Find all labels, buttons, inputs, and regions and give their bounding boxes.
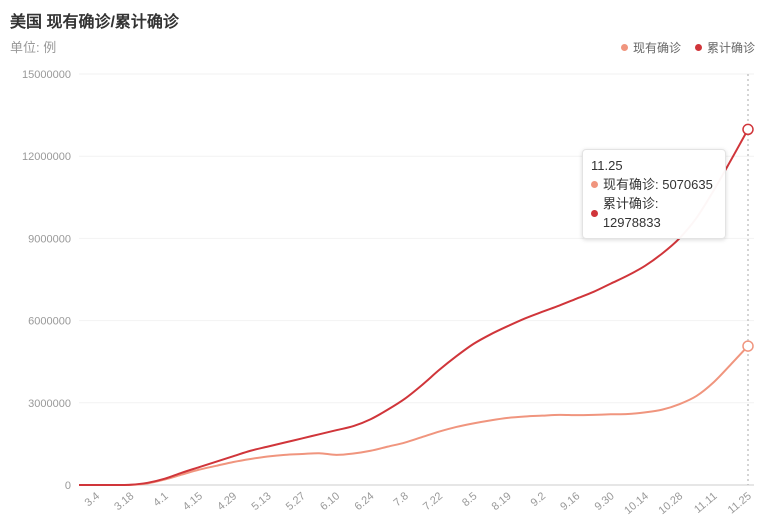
legend-dot-cumulative bbox=[694, 44, 702, 51]
x-tick-label: 5.13 bbox=[249, 490, 273, 513]
series-line-current bbox=[79, 345, 749, 487]
x-tick-label: 7.22 bbox=[421, 490, 445, 513]
tooltip-row-current: 现有确诊: 5070635 bbox=[591, 175, 717, 194]
y-tick-label: 9000000 bbox=[28, 233, 71, 245]
y-tick-label: 3000000 bbox=[28, 398, 71, 410]
x-tick-label: 3.4 bbox=[83, 490, 102, 509]
x-tick-label: 3.18 bbox=[112, 490, 136, 513]
unit-label: 单位: 例 bbox=[10, 40, 57, 55]
x-tick-label: 8.19 bbox=[490, 490, 514, 513]
x-tick-label: 4.15 bbox=[181, 490, 205, 513]
x-tick-label: 11.11 bbox=[692, 490, 720, 516]
x-tick-label: 6.10 bbox=[318, 490, 342, 513]
series-point-cumulative bbox=[742, 123, 754, 136]
series-line-cumulative bbox=[79, 128, 749, 487]
tooltip-value-cumulative: 累计确诊: 12978833 bbox=[602, 196, 661, 230]
x-tick-label: 11.25 bbox=[726, 490, 754, 516]
series-point-current bbox=[742, 340, 754, 352]
x-tick-label: 7.8 bbox=[391, 490, 410, 509]
y-tick-label: 6000000 bbox=[28, 316, 71, 328]
x-tick-label: 5.27 bbox=[284, 490, 308, 513]
x-tick-label: 9.16 bbox=[558, 490, 582, 513]
x-tick-label: 10.28 bbox=[657, 490, 686, 517]
x-tick-label: 10.14 bbox=[622, 490, 651, 517]
tooltip-date: 11.25 bbox=[591, 158, 623, 173]
y-tick-label: 15000000 bbox=[22, 69, 71, 81]
x-tick-label: 9.30 bbox=[593, 490, 617, 513]
legend: 现有确诊 累计确诊 bbox=[620, 39, 755, 56]
x-tick-label: 4.1 bbox=[151, 490, 170, 509]
tooltip-dot-current bbox=[591, 181, 598, 188]
tooltip-row-cumulative: 累计确诊: 12978833 bbox=[591, 194, 717, 232]
x-tick-label: 6.24 bbox=[352, 490, 376, 513]
legend-item-cumulative[interactable]: 累计确诊 bbox=[694, 39, 755, 56]
legend-dot-current bbox=[620, 44, 628, 51]
tooltip-dot-cumulative bbox=[591, 209, 598, 217]
x-tick-label: 9.2 bbox=[529, 490, 548, 509]
chart-title: 美国 现有确诊/累计确诊 bbox=[10, 14, 179, 31]
y-tick-label: 0 bbox=[65, 480, 71, 492]
y-tick-label: 12000000 bbox=[22, 151, 71, 163]
tooltip-value-current: 现有确诊: 5070635 bbox=[603, 177, 713, 192]
x-tick-label: 4.29 bbox=[215, 490, 239, 513]
legend-label-current: 现有确诊 bbox=[632, 41, 681, 55]
tooltip: 11.25 现有确诊: 5070635 累计确诊: 12978833 bbox=[582, 149, 726, 239]
x-tick-label: 8.5 bbox=[460, 490, 479, 509]
legend-item-current[interactable]: 现有确诊 bbox=[620, 39, 681, 56]
legend-label-cumulative: 累计确诊 bbox=[706, 41, 755, 55]
